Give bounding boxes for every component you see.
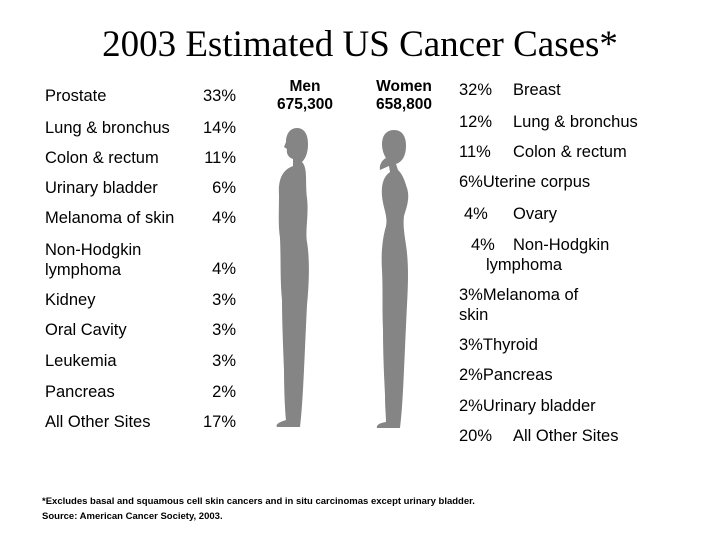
women-count: 658,800 <box>375 96 433 113</box>
women-site-name: Urinary bladder <box>482 397 596 415</box>
women-site-percent: 2% <box>459 366 483 384</box>
page-title: 2003 Estimated US Cancer Cases* <box>102 24 618 65</box>
women-site-name: Ovary <box>513 205 558 223</box>
men-site-name: Non-Hodgkin lymphoma <box>45 241 142 279</box>
source-note: Source: American Cancer Society, 2003. <box>42 511 223 522</box>
women-site-name: Pancreas <box>482 366 553 384</box>
men-site-percent: 33% <box>202 87 236 105</box>
women-site-name: Breast <box>513 81 561 99</box>
women-label: Women <box>376 78 432 95</box>
men-site-percent: 14% <box>202 119 236 137</box>
women-site-percent: 6% <box>459 173 483 191</box>
men-site-name: Prostate <box>45 87 107 105</box>
women-site-percent: 3% <box>459 286 483 304</box>
women-site-percent: 3% <box>459 336 483 354</box>
men-site-name: All Other Sites <box>45 413 151 431</box>
women-site-name: Thyroid <box>482 336 538 354</box>
men-site-percent: 4% <box>212 209 236 227</box>
men-site-percent: 17% <box>202 413 236 431</box>
men-site-name: Colon & rectum <box>45 149 159 167</box>
men-site-name: Leukemia <box>45 352 117 370</box>
women-site-percent: 12% <box>459 113 493 131</box>
women-site-entry: 6%Uterine corpus <box>459 172 590 192</box>
men-site-percent: 2% <box>212 383 236 401</box>
men-site-percent: 6% <box>212 179 236 197</box>
women-site-percent: 2% <box>459 397 483 415</box>
men-site-name: Lung & bronchus <box>45 119 170 137</box>
women-header: Women 658,800 <box>359 78 449 114</box>
women-site-percent: 11% <box>459 143 491 161</box>
women-site-entry: 2%Pancreas <box>459 365 553 385</box>
footnote: *Excludes basal and squamous cell skin c… <box>42 496 475 507</box>
men-site-percent: 3% <box>212 291 236 309</box>
female-silhouette-icon <box>376 130 409 428</box>
women-site-entry: 3%Melanoma of skin <box>459 285 579 325</box>
men-site-name: Kidney <box>45 291 96 309</box>
men-site-percent: 3% <box>212 352 236 370</box>
women-site-name: Lung & bronchus <box>513 113 638 131</box>
men-site-name: Melanoma of skin <box>45 209 175 227</box>
men-site-name: Oral Cavity <box>45 321 127 339</box>
men-site-percent: 3% <box>212 321 236 339</box>
women-site-percent: 4% <box>464 205 488 223</box>
women-site-name: All Other Sites <box>513 427 619 445</box>
women-site-name: Melanoma of skin <box>459 286 579 324</box>
women-site-name: Colon & rectum <box>513 143 627 161</box>
male-silhouette-icon <box>276 128 309 427</box>
men-site-name: Pancreas <box>45 383 115 401</box>
men-header: Men 675,300 <box>260 78 350 114</box>
women-site-name: Uterine corpus <box>482 173 591 191</box>
men-site-percent: 4% <box>212 260 236 278</box>
men-site-percent: 11% <box>204 149 236 167</box>
women-site-entry: 2%Urinary bladder <box>459 396 596 416</box>
women-site-percent: 32% <box>459 81 493 99</box>
women-site-percent: 4% <box>471 236 495 254</box>
women-site-name: Non-Hodgkin lymphoma <box>486 236 610 274</box>
men-count: 675,300 <box>276 96 334 113</box>
men-label: Men <box>289 78 321 95</box>
men-site-name: Urinary bladder <box>45 179 158 197</box>
women-site-entry: 3%Thyroid <box>459 335 538 355</box>
women-site-percent: 20% <box>459 427 493 445</box>
